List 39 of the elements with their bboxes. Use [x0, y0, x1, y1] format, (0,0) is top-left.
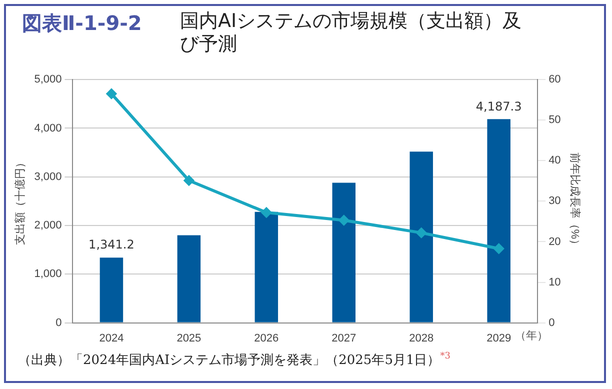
- x-tick-label: 2029: [486, 332, 512, 344]
- bar: [100, 258, 124, 322]
- chart-subtitle: 国内AIシステムの市場規模（支出額）及び予測: [180, 10, 523, 56]
- data-label: 1,341.2: [88, 238, 134, 252]
- y2-tick-label: 20: [548, 236, 561, 248]
- chart-title: 図表Ⅱ-1-9-2: [22, 10, 143, 37]
- y2-tick-label: 10: [548, 276, 561, 288]
- x-tick-label: 2028: [409, 332, 434, 344]
- point: [261, 208, 272, 218]
- y-tick-label: 5,000: [34, 74, 62, 86]
- y-tick-label: 3,000: [34, 170, 62, 183]
- y2-axis-title: 前年比成長率（%）: [568, 152, 582, 250]
- bar: [177, 235, 201, 322]
- y2-tick-label: 50: [548, 114, 561, 126]
- point: [494, 244, 504, 254]
- point: [416, 228, 426, 238]
- y-tick-label: 4,000: [34, 122, 62, 134]
- y-axis-title: 支出額（十億円）: [14, 157, 27, 246]
- point: [338, 215, 349, 226]
- y-tick-label: 0: [56, 316, 62, 329]
- x-tick-label: 2025: [176, 332, 202, 344]
- point: [106, 88, 116, 99]
- bar: [254, 212, 278, 322]
- data-label: 4,187.3: [476, 99, 522, 114]
- y-tick-label: 2,000: [34, 220, 62, 232]
- x-tick-label: 2027: [332, 332, 356, 344]
- y2-tick-label: 30: [548, 195, 561, 208]
- text: （出典）「2024年国内AIシステム市場予測を発表」（2025年5月1日）$^{*3}$: [18, 351, 450, 369]
- x-tick-label: 2024: [99, 332, 124, 344]
- x-tick-label: 2026: [254, 332, 279, 344]
- y2-tick-label: 0: [548, 316, 555, 329]
- x-axis-title: （年）: [514, 329, 548, 342]
- bar: [487, 119, 510, 322]
- bar: [410, 152, 433, 322]
- y-tick-label: 1,000: [34, 268, 62, 280]
- y2-tick-label: 40: [548, 154, 561, 167]
- point: [184, 176, 194, 186]
- bar: [332, 182, 356, 322]
- y2-tick-label: 60: [548, 74, 561, 86]
